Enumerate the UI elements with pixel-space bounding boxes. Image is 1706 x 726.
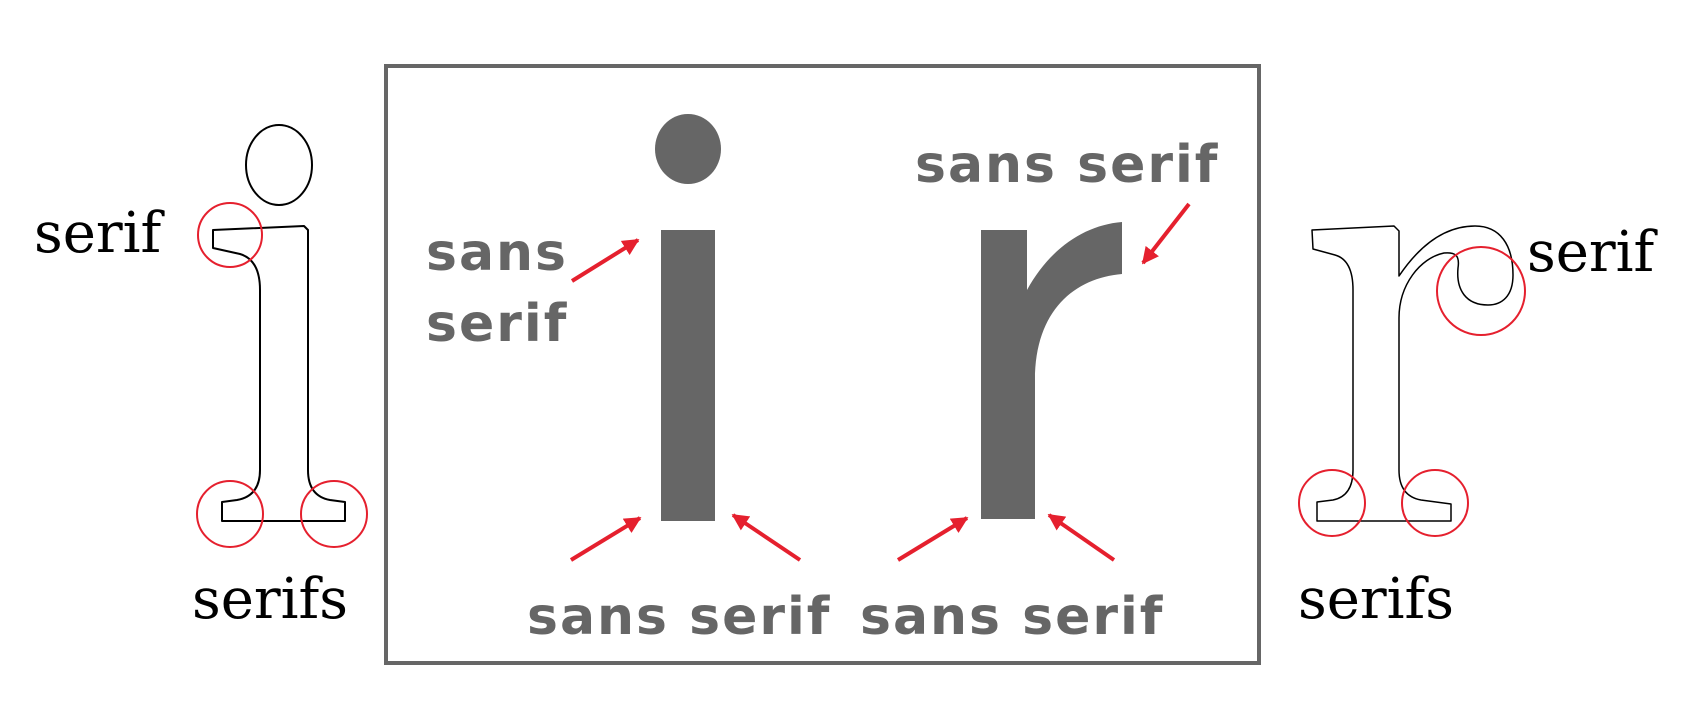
r-bottom-sans-serif-label: sans serif — [860, 587, 1164, 647]
left-serif-i-group: serif serifs — [34, 124, 368, 632]
sans-i-dot — [655, 114, 721, 184]
i-bottom-sans-serif-label: sans serif — [527, 587, 831, 647]
serif-i-dot-outline — [245, 124, 313, 206]
serif-i-stem-outline — [212, 225, 346, 522]
arrow — [570, 238, 640, 283]
right-serifs-label: serifs — [1298, 567, 1454, 632]
serif-highlight-circle — [1298, 469, 1366, 537]
serif-highlight-circle — [300, 480, 368, 548]
i-sans-serif-label-line1: sans — [426, 223, 568, 283]
arrow — [569, 516, 642, 562]
i-sans-serif-label-line2: serif — [426, 294, 568, 354]
arrow — [896, 516, 969, 562]
sans-r-glyph — [981, 222, 1122, 519]
serif-highlight-circle — [1436, 246, 1526, 336]
sans-i-stem — [661, 230, 715, 521]
arrow — [731, 513, 802, 562]
right-serif-label: serif — [1527, 220, 1659, 285]
left-serif-label: serif — [34, 201, 166, 266]
serif-highlight-circle — [1401, 469, 1469, 537]
center-sans-serif-group: sans serif sans serif sans serif sans se… — [384, 64, 1261, 665]
arrow — [1141, 202, 1191, 265]
serif-highlight-circle — [196, 480, 264, 548]
arrow — [1047, 513, 1116, 562]
left-serifs-label: serifs — [192, 567, 348, 632]
serif-highlight-circle — [197, 202, 263, 268]
serif-r-outline — [1311, 225, 1514, 522]
r-sans-serif-label: sans serif — [915, 135, 1219, 195]
right-serif-r-group: serif serifs — [1298, 220, 1659, 632]
center-frame — [384, 64, 1261, 665]
